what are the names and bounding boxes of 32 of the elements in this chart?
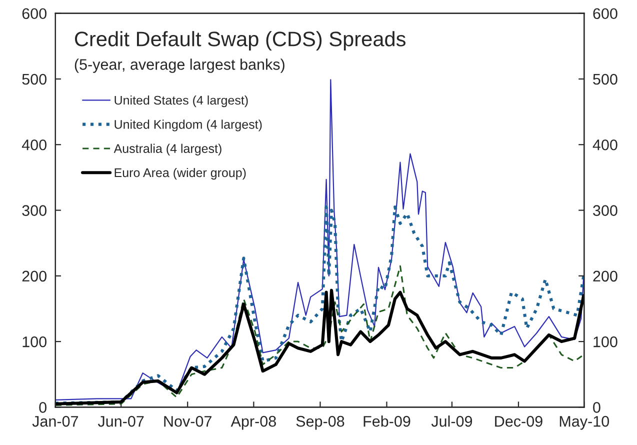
legend-label: Australia (4 largest) (114, 144, 222, 156)
x-tick-label: Feb-09 (364, 416, 410, 427)
y-tick-label: 400 (22, 139, 46, 150)
y2-tick-label: 500 (593, 74, 618, 85)
x-tick-label: Jan-07 (32, 416, 78, 427)
y2-tick-label: 600 (593, 8, 618, 20)
text: Credit Default Swap (CDS) Spreads (74, 31, 406, 50)
text: (5-year, average largest banks) (74, 58, 284, 73)
line-series (55, 205, 584, 405)
y2-tick-label: 100 (594, 336, 618, 348)
y-tick-label: 500 (22, 74, 46, 85)
legend-label: United States (4 largest) (114, 95, 248, 108)
x-tick-label: Dec-09 (495, 416, 542, 427)
y2-tick-label: 0 (593, 402, 600, 413)
line-series (55, 79, 584, 401)
y-tick-label: 200 (22, 270, 46, 282)
x-tick-label: Nov-07 (164, 416, 212, 427)
y-tick-label: 100 (22, 336, 46, 348)
y2-tick-label: 200 (593, 270, 618, 282)
y2-tick-label: 300 (593, 205, 618, 216)
legend-label: Euro Area (wider group) (114, 168, 246, 180)
y-tick-label: 0 (39, 402, 46, 413)
y-tick-label: 300 (22, 205, 46, 216)
y-tick-label: 600 (22, 8, 46, 20)
line-series (55, 288, 584, 406)
x-tick-label: Apr-08 (230, 416, 276, 430)
x-tick-label: Sep-08 (296, 416, 344, 430)
y2-tick-label: 400 (592, 139, 618, 150)
x-tick-label: Jun-07 (98, 416, 144, 427)
x-tick-label: Jul-09 (431, 416, 472, 427)
x-tick-label: May-10 (560, 416, 610, 430)
legend-label: United Kingdom (4 largest) (114, 120, 262, 132)
